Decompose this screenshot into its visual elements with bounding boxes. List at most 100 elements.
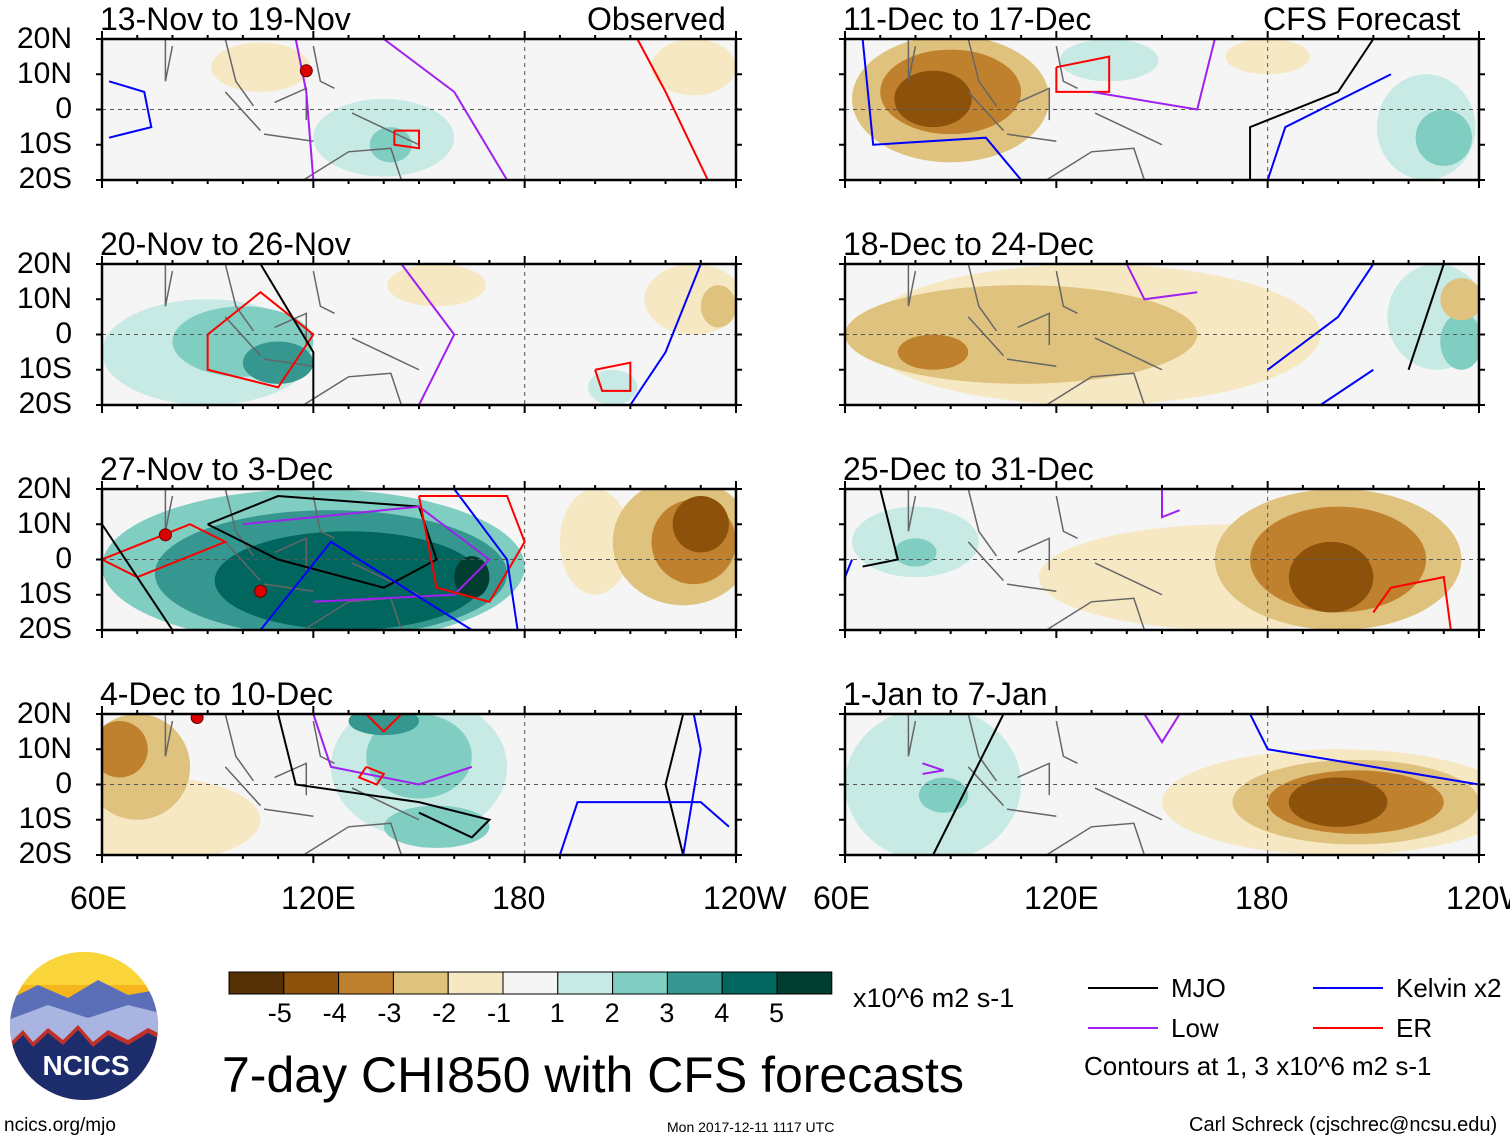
lat-tick-label: 20S	[18, 387, 72, 420]
tropical-cyclone-marker	[158, 528, 172, 542]
units-label: x10^6 m2 s-1	[853, 983, 1015, 1013]
anomaly-region	[102, 721, 148, 778]
contour-line	[1407, 264, 1445, 371]
contour-line	[207, 495, 438, 589]
colorbar-swatch	[283, 971, 340, 995]
anomaly-region	[1440, 313, 1479, 370]
colorbar-swatch	[557, 971, 614, 995]
contour-line	[294, 39, 315, 180]
map-panel	[96, 31, 742, 188]
lon-tick-label: 120E	[281, 880, 356, 916]
contour-line	[453, 489, 519, 630]
colorbar-swatch	[447, 971, 504, 995]
panel-title: 4-Dec to 10-Dec	[100, 676, 333, 712]
panel-title: 1-Jan to 7-Jan	[843, 676, 1048, 712]
colorbar-swatch	[612, 971, 668, 995]
contour-line	[206, 290, 315, 389]
contour-line	[594, 361, 632, 392]
tropical-cyclone-marker	[254, 584, 267, 598]
panel-title: 25-Dec to 31-Dec	[843, 451, 1094, 487]
anomaly-region	[1440, 278, 1479, 321]
colorbar-swatch	[392, 971, 449, 995]
credit: Carl Schreck (cjschrec@ncsu.edu)	[1189, 1114, 1498, 1136]
anomaly-region	[1415, 109, 1472, 166]
lat-tick-label: 20N	[16, 472, 72, 505]
contour-line	[629, 264, 702, 405]
lon-tick-label: 180	[1235, 880, 1289, 916]
legend-label: MJO	[1171, 973, 1226, 1003]
contour-line	[862, 489, 900, 568]
lat-tick-label: 20S	[18, 612, 72, 645]
anomaly-region	[387, 264, 486, 307]
lat-tick-label: 0	[55, 317, 72, 350]
lat-tick-label: 20S	[18, 837, 72, 870]
lat-tick-label: 10N	[16, 507, 72, 540]
contour-line	[861, 39, 1022, 180]
contour-line	[1372, 575, 1452, 630]
anomaly-region	[897, 334, 969, 370]
legend-line	[1088, 987, 1158, 989]
contour-line	[1249, 39, 1375, 180]
contour-line	[1267, 264, 1375, 371]
map-panel	[839, 256, 1485, 413]
panel-title: 27-Nov to 3-Dec	[100, 451, 333, 487]
lat-tick-label: 10S	[18, 352, 72, 385]
colorbar-label: -1	[487, 998, 512, 1028]
tropical-cyclone-marker	[299, 64, 313, 78]
map-panel	[96, 706, 742, 863]
contour-line	[1055, 55, 1111, 93]
contour-line	[932, 714, 1005, 855]
contour-line	[636, 39, 709, 180]
panel-title: 11-Dec to 17-Dec	[843, 1, 1092, 37]
contour-line	[418, 495, 526, 603]
legend-label: ER	[1396, 1013, 1433, 1043]
map-panel	[839, 481, 1485, 638]
anomaly-region	[1288, 777, 1388, 827]
contour-line	[400, 264, 456, 405]
colorbar-label: 4	[714, 998, 730, 1028]
contour-line	[259, 540, 473, 630]
contour-line	[393, 129, 420, 150]
panel-title: 13-Nov to 19-Nov	[100, 1, 351, 37]
contour-line	[1125, 264, 1198, 301]
contour-line	[1249, 714, 1479, 786]
contour-line	[664, 714, 685, 855]
contour-line	[682, 714, 702, 855]
colorbar-label: 5	[769, 998, 785, 1028]
anomaly-region	[559, 489, 631, 595]
panel-title: 20-Nov to 26-Nov	[100, 226, 351, 262]
colorbar-swatch	[338, 971, 394, 995]
logo-text: NCICS	[42, 1050, 129, 1081]
lat-tick-label: 0	[55, 542, 72, 575]
lat-tick-label: 0	[55, 92, 72, 125]
lat-tick-label: 20N	[16, 697, 72, 730]
tropical-cyclone-marker	[190, 714, 204, 725]
contour-line	[108, 80, 153, 139]
contour-line	[922, 762, 944, 775]
colorbar-label: -3	[377, 998, 402, 1028]
map-panel	[839, 706, 1485, 863]
coastline	[164, 264, 420, 405]
contour-line	[1143, 714, 1181, 745]
colorbar-swatch	[228, 971, 285, 995]
colorbar-swatch	[721, 971, 778, 995]
colorbar-label: -5	[267, 998, 292, 1028]
forecast-label: CFS Forecast	[1263, 1, 1461, 37]
colorbar-swatch	[502, 971, 559, 995]
legend-line	[1088, 1027, 1158, 1029]
anomaly-region	[672, 496, 729, 553]
lat-tick-label: 10S	[18, 802, 72, 835]
lat-tick-label: 10N	[16, 57, 72, 90]
colorbar-label: -4	[322, 998, 347, 1028]
anomaly-region	[700, 285, 736, 328]
contour-line	[1091, 39, 1216, 111]
contour-line	[1266, 73, 1392, 180]
map-panel	[839, 31, 1485, 188]
ncics-link[interactable]: ncics.org/mjo	[4, 1115, 116, 1136]
lon-tick-label: 60E	[813, 880, 870, 916]
contour-line	[259, 264, 315, 405]
lon-tick-label: 120W	[703, 880, 787, 916]
lon-tick-label: 180	[492, 880, 546, 916]
